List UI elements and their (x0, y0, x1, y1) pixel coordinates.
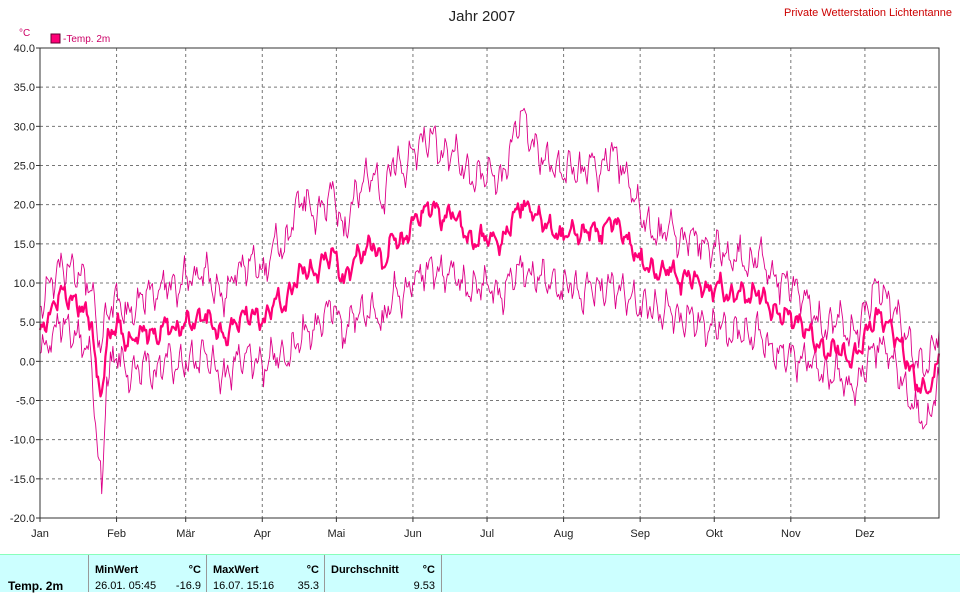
x-tick-label: Sep (630, 528, 650, 540)
y-tick-label: 35.0 (14, 82, 35, 94)
min-value: -16.9 (175, 580, 201, 592)
y-axis-ticks: 40.0 35.0 30.0 25.0 20.0 15.0 10.0 5.0 0.0 -5.0 -1… (10, 43, 40, 525)
x-tick-label: Aug (554, 528, 574, 540)
y-tick-label: 40.0 (14, 43, 35, 55)
legend-swatch (50, 33, 61, 44)
x-axis-ticks: Jan Feb Mär Apr Mai Jun Jul Aug Sep Okt Nov Dez (31, 518, 875, 540)
max-timestamp: 16.07. 15:16 (213, 580, 275, 592)
series-lines (38, 107, 941, 495)
x-tick-label: Feb (107, 528, 126, 540)
max-header: MaxWert (213, 564, 259, 576)
y-tick-label: -5.0 (16, 396, 35, 408)
min-unit: °C (188, 564, 201, 576)
min-timestamp: 26.01. 05:45 (95, 580, 157, 592)
y-tick-label: 25.0 (14, 161, 35, 173)
series-line-max (39, 107, 940, 378)
statistics-footer: Temp. 2m MinWert °C 26.01. 05:45 -16.9 M… (0, 554, 960, 593)
x-tick-label: Nov (781, 528, 801, 540)
average-header: Durchschnitt (331, 564, 399, 576)
legend-label: -Temp. 2m (63, 34, 110, 45)
temperature-chart: Jahr 2007 Private Wetterstation Lichtent… (10, 7, 952, 540)
y-tick-label: -20.0 (10, 513, 35, 525)
max-unit: °C (306, 564, 319, 576)
min-cell: MinWert °C 26.01. 05:45 -16.9 (88, 555, 207, 592)
max-cell: MaxWert °C 16.07. 15:16 35.3 (206, 555, 325, 592)
average-cell: Durchschnitt °C 9.53 (324, 555, 442, 592)
y-unit-label: °C (19, 28, 30, 39)
x-tick-label: Mai (328, 528, 346, 540)
x-tick-label: Dez (855, 528, 875, 540)
y-tick-label: 20.0 (14, 200, 35, 212)
max-value: 35.3 (297, 580, 319, 592)
series-line-min (39, 254, 940, 495)
series-line-mean (38, 199, 941, 398)
y-tick-label: 30.0 (14, 121, 35, 133)
x-tick-label: Jun (404, 528, 422, 540)
y-tick-label: 10.0 (14, 278, 35, 290)
min-header: MinWert (95, 564, 139, 576)
x-tick-label: Jul (480, 528, 494, 540)
y-tick-label: 0.0 (20, 356, 35, 368)
station-name: Private Wetterstation Lichtentanne (784, 7, 952, 19)
x-tick-label: Mär (176, 528, 195, 540)
x-tick-label: Okt (706, 528, 723, 540)
average-value: 9.53 (413, 580, 435, 592)
x-tick-label: Jan (31, 528, 49, 540)
y-tick-label: 5.0 (20, 317, 35, 329)
footer-row-label: Temp. 2m (8, 579, 64, 593)
chart-title: Jahr 2007 (449, 8, 516, 25)
plot-frame (39, 47, 940, 519)
y-tick-label: -10.0 (10, 435, 35, 447)
x-tick-label: Apr (254, 528, 271, 540)
y-tick-label: -15.0 (10, 474, 35, 486)
y-tick-label: 15.0 (14, 239, 35, 251)
average-unit: °C (422, 564, 435, 576)
